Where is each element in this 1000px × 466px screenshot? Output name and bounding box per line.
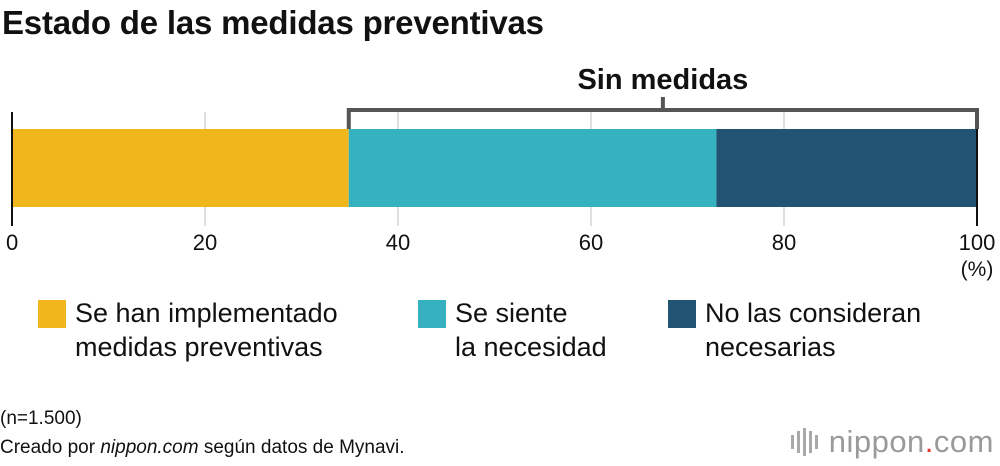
- legend-swatch-need-felt: [418, 300, 446, 328]
- legend-label-implemented-line1: Se han implementado: [75, 298, 338, 328]
- x-tick-label-80: 80: [772, 230, 796, 255]
- x-tick-label-40: 40: [386, 230, 410, 255]
- bar-segment-1: [348, 129, 717, 207]
- bar-segment-2: [716, 129, 977, 207]
- bar-segment-0: [12, 129, 349, 207]
- logo-bars-icon: [790, 428, 821, 456]
- legend-label-not-necessary-line1: No las consideran: [705, 298, 922, 328]
- legend-label-implemented-line2: medidas preventivas: [75, 332, 323, 362]
- legend-item-not-necessary: No las consideran necesarias: [668, 296, 921, 364]
- bracket-label: Sin medidas: [577, 64, 748, 96]
- legend-swatch-not-necessary: [668, 300, 696, 328]
- legend-swatch-implemented: [38, 300, 66, 328]
- x-tick-label-60: 60: [579, 230, 603, 255]
- legend-item-need-felt: Se siente la necesidad: [418, 296, 607, 364]
- x-axis-unit: (%): [961, 258, 994, 281]
- x-tick-label-0: 0: [6, 230, 18, 255]
- nippon-logo: nippon.com: [790, 424, 994, 460]
- legend-label-need-felt-line1: Se siente: [455, 298, 568, 328]
- x-tick-label-20: 20: [193, 230, 217, 255]
- legend-label-not-necessary-line2: necesarias: [705, 332, 836, 362]
- stacked-bar-chart: 0 20 40 60 80 100 (%) Sin medidas: [6, 64, 996, 281]
- chart-title: Estado de las medidas preventivas: [2, 4, 544, 41]
- source-site: nippon.com: [100, 437, 199, 458]
- bracket-sin-medidas: [346, 108, 979, 129]
- sample-size-note: (n=1.500): [0, 408, 82, 429]
- legend-item-implemented: Se han implementado medidas preventivas: [38, 296, 338, 364]
- x-tick-label-100: 100: [959, 230, 996, 255]
- legend-label-need-felt-line2: la necesidad: [455, 332, 607, 362]
- source-note: Creado por nippon.com según datos de Myn…: [0, 437, 405, 458]
